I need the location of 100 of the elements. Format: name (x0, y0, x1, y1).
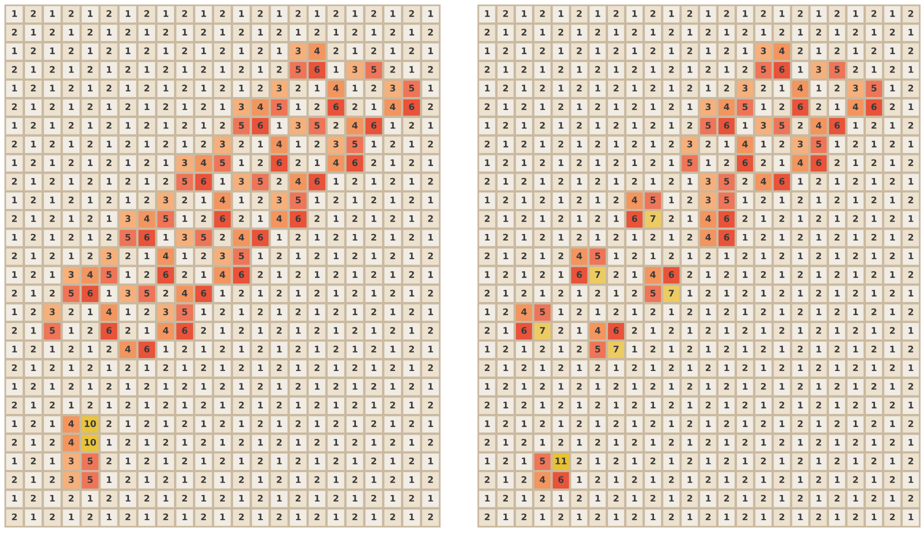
data-label: 1 (428, 84, 434, 92)
data-label: 1 (706, 10, 711, 17)
data-label: 1 (872, 252, 876, 260)
data-label: 2 (314, 290, 320, 296)
data-label: 1 (688, 402, 692, 408)
data-label: 1 (504, 514, 508, 520)
data-label: 5 (724, 196, 730, 204)
data-label: 2 (853, 178, 858, 185)
data-label: 2 (668, 28, 674, 36)
data-label: 2 (296, 159, 301, 166)
data-label: 4 (276, 140, 282, 148)
data-label: 2 (220, 234, 225, 241)
data-label: 1 (296, 28, 301, 36)
data-label: 2 (834, 458, 840, 464)
data-label: 2 (428, 513, 433, 520)
data-label: 1 (522, 271, 527, 278)
data-label: 3 (816, 66, 822, 73)
data-label: 2 (88, 103, 92, 110)
data-label: 6 (614, 327, 619, 334)
data-label: 1 (596, 234, 600, 241)
data-label: 1 (69, 140, 74, 148)
data-label: 2 (834, 382, 840, 390)
data-label: 1 (258, 290, 263, 296)
data-label: 1 (485, 84, 490, 92)
data-label: 1 (12, 383, 17, 390)
data-label: 2 (106, 196, 112, 204)
data-label: 1 (164, 234, 168, 241)
data-label: 2 (706, 28, 711, 36)
data-label: 2 (558, 438, 564, 446)
data-label: 1 (780, 196, 784, 204)
data-label: 1 (106, 215, 112, 222)
data-label: 1 (669, 196, 674, 204)
data-label: 2 (276, 476, 282, 483)
data-label: 2 (201, 476, 206, 483)
data-label: 1 (835, 215, 840, 222)
data-label: 2 (595, 103, 600, 110)
data-label: 1 (182, 364, 188, 372)
data-label: 1 (314, 10, 320, 17)
data-label: 1 (485, 10, 490, 17)
data-label: 1 (126, 84, 130, 92)
data-label: 1 (540, 28, 545, 36)
data-label: 1 (780, 494, 784, 502)
data-label: 1 (220, 178, 226, 185)
data-label: 1 (798, 66, 803, 73)
data-label: 1 (69, 28, 74, 36)
data-label: 2 (50, 66, 55, 73)
data-label: 2 (724, 494, 729, 502)
data-label: 1 (742, 122, 748, 129)
data-label: 5 (88, 476, 93, 484)
data-label: 2 (144, 382, 150, 390)
data-label: 2 (258, 10, 263, 17)
data-label: 2 (126, 476, 130, 483)
data-label: 2 (371, 458, 376, 464)
data-label: 5 (258, 178, 263, 185)
data-label: 1 (780, 420, 784, 427)
data-label: 1 (106, 66, 112, 73)
data-label: 4 (576, 252, 582, 260)
data-label: 2 (484, 140, 490, 148)
data-label: 2 (595, 178, 600, 185)
data-label: 2 (503, 494, 508, 502)
data-label: 2 (853, 327, 858, 334)
data-label: 1 (761, 476, 766, 483)
data-label: 1 (632, 122, 638, 129)
data-label: 1 (390, 271, 396, 278)
data-label: 2 (872, 159, 876, 166)
data-label: 5 (352, 140, 358, 148)
data-label: 2 (12, 402, 17, 408)
data-label: 1 (540, 439, 545, 446)
data-label: 2 (687, 234, 692, 241)
data-label: 2 (798, 494, 803, 502)
data-label: 2 (908, 420, 914, 427)
data-label: 1 (164, 420, 168, 427)
data-label: 2 (428, 178, 433, 185)
data-label: 1 (614, 66, 619, 73)
data-label: 2 (409, 234, 414, 241)
data-label: 1 (106, 290, 112, 296)
data-label: 1 (88, 48, 93, 54)
data-label: 1 (372, 364, 376, 372)
data-label: 1 (277, 458, 282, 464)
data-label: 4 (314, 48, 320, 54)
data-label: 2 (409, 122, 414, 129)
data-label: 2 (163, 290, 168, 296)
data-label: 1 (239, 10, 244, 17)
data-label: 4 (220, 196, 226, 204)
data-label: 1 (106, 439, 112, 446)
data-label: 2 (540, 382, 545, 390)
data-label: 2 (352, 327, 358, 334)
data-label: 6 (182, 327, 188, 334)
data-label: 2 (12, 476, 17, 483)
data-label: 1 (558, 234, 564, 241)
data-label: 2 (428, 290, 433, 296)
data-label: 1 (485, 48, 490, 54)
data-label: 2 (522, 290, 526, 296)
data-label: 1 (614, 402, 619, 408)
data-label: 1 (88, 84, 93, 92)
data-label: 2 (503, 271, 508, 278)
data-label: 2 (890, 327, 895, 334)
data-label: 3 (163, 196, 168, 204)
data-label: 1 (106, 514, 112, 520)
data-label: 1 (540, 252, 545, 260)
